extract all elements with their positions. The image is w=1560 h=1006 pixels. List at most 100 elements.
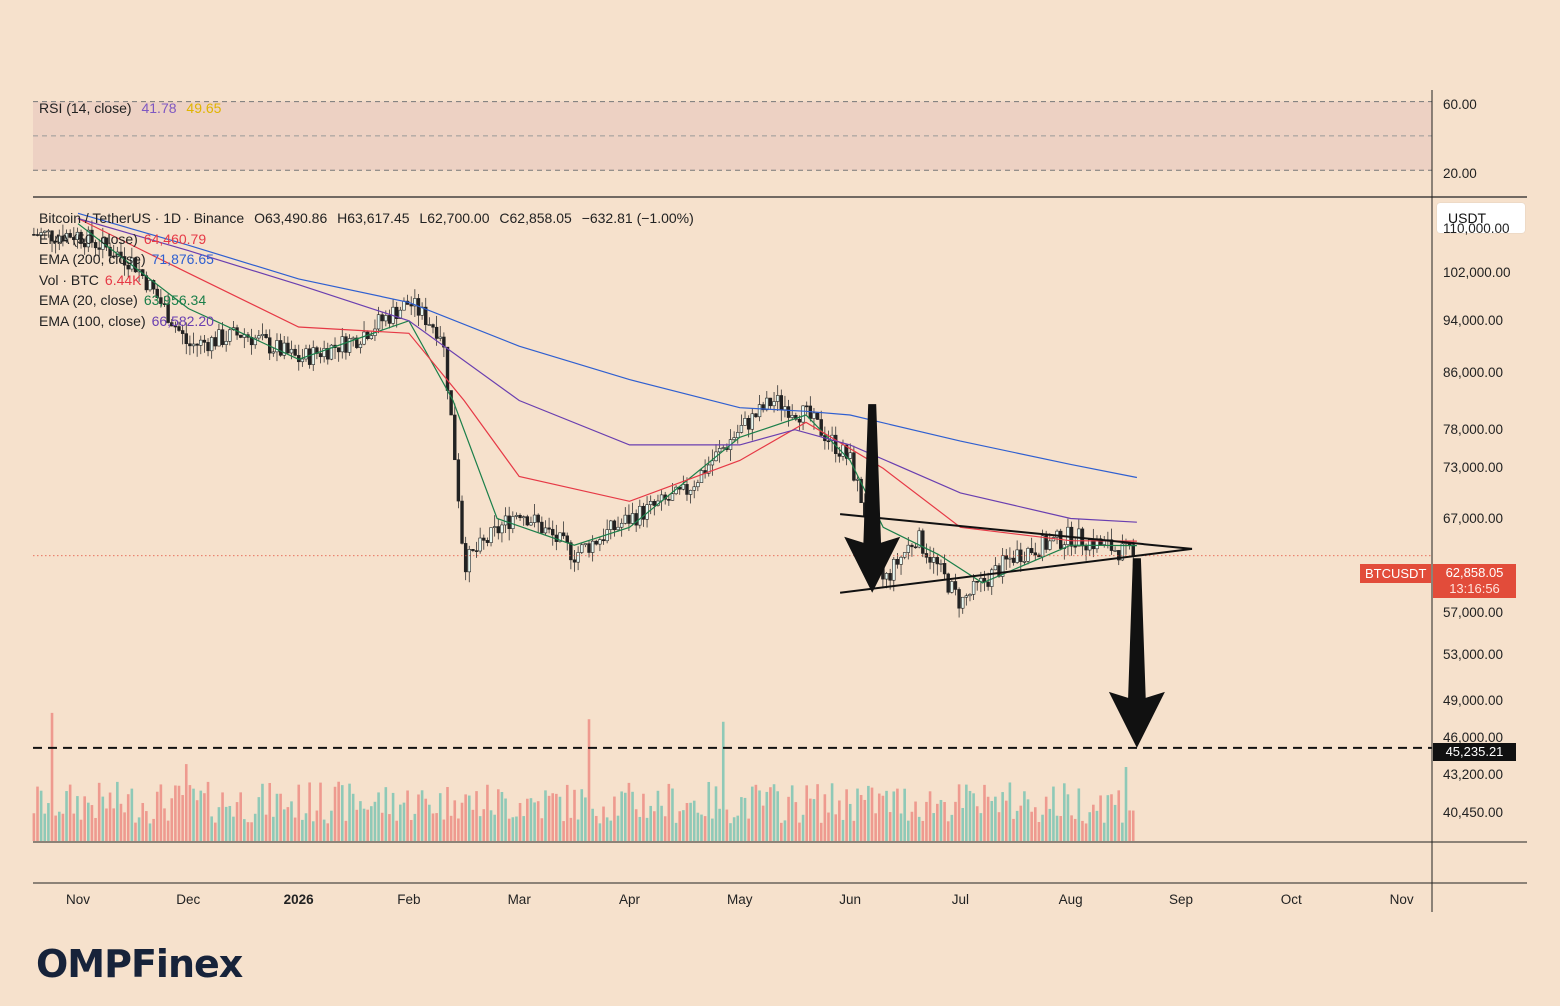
candle-body — [968, 594, 972, 597]
candle-body — [971, 581, 976, 595]
price-tick-label: 40,450.00 — [1443, 805, 1504, 821]
volume-bar — [87, 802, 90, 841]
symbol-tag: BTCUSDT — [1360, 564, 1432, 583]
candle-body — [619, 522, 624, 528]
volume-bar — [264, 814, 268, 841]
price-tick-label: 53,000.00 — [1443, 647, 1504, 663]
price-pane — [32, 212, 1432, 841]
volume-bar — [108, 792, 112, 841]
candle-body — [1131, 544, 1135, 557]
indicator-value: 6.44K — [104, 271, 142, 288]
indicator-ema50[interactable]: EMA (50, close) 64,460.79 — [39, 229, 694, 250]
candle-body — [511, 516, 515, 529]
volume-bar — [413, 813, 417, 841]
candle-body — [688, 489, 693, 495]
rsi-legend: RSI (14, close) 41.78 49.65 — [39, 100, 221, 116]
volume-bar — [627, 782, 631, 841]
volume-bar — [148, 823, 152, 841]
candle-body — [775, 395, 780, 402]
volume-bar — [199, 790, 203, 841]
volume-bar — [932, 813, 935, 841]
candle-body — [257, 335, 261, 339]
candle-body — [580, 544, 584, 553]
indicator-ema100[interactable]: EMA (100, close) 66,582.20 — [39, 311, 694, 332]
candle-body — [801, 405, 805, 423]
volume-bar — [406, 790, 409, 841]
candle-body — [812, 412, 816, 419]
volume-bar — [373, 801, 377, 841]
volume-bar — [507, 818, 511, 841]
volume-bar — [195, 800, 199, 841]
candle-body — [957, 589, 961, 609]
volume-bar — [881, 795, 885, 841]
volume-bar — [482, 809, 486, 841]
volume-bar — [899, 813, 903, 841]
volume-bar — [279, 793, 282, 841]
currency-selector[interactable]: USDT — [1437, 203, 1525, 233]
candle-body — [369, 335, 374, 339]
indicator-volume[interactable]: Vol · BTC 6.44K — [39, 270, 694, 291]
volume-bar — [518, 802, 522, 841]
volume-bar — [515, 816, 518, 841]
candle-body — [884, 573, 889, 580]
candle-body — [275, 340, 279, 353]
volume-bar — [950, 814, 954, 841]
time-tick-label: Feb — [397, 892, 421, 907]
candle-body — [318, 353, 323, 358]
volume-bar — [816, 784, 819, 841]
candle-body — [1113, 550, 1117, 552]
volume-bar — [939, 799, 943, 841]
volume-bar — [841, 819, 845, 841]
candle-body — [587, 543, 591, 553]
volume-bar — [239, 792, 242, 841]
volume-bar — [1106, 795, 1110, 841]
volume-bar — [565, 784, 569, 841]
candle-body — [514, 514, 519, 517]
candle-body — [1033, 552, 1037, 556]
volume-bar — [533, 802, 536, 841]
volume-bar — [297, 784, 301, 841]
volume-bar — [1131, 810, 1135, 841]
volume-bar — [573, 789, 576, 841]
candle-body — [126, 264, 130, 270]
ohlc-open: O63,490.86 — [254, 210, 328, 226]
volume-bar — [616, 815, 620, 841]
candle-body — [202, 339, 207, 343]
volume-bar — [910, 811, 914, 841]
volume-bar — [315, 810, 319, 841]
candle-body — [238, 334, 243, 338]
candle-body — [583, 543, 588, 546]
candle-body — [826, 440, 831, 443]
volume-bar — [906, 820, 910, 841]
volume-bar — [475, 791, 478, 841]
indicator-ema200[interactable]: EMA (200, close) 71,876.65 — [39, 249, 694, 270]
candle-body — [195, 343, 199, 346]
candle-body — [902, 552, 907, 558]
candle-body — [532, 514, 537, 523]
indicator-label: EMA (200, close) — [39, 251, 146, 267]
volume-bar — [206, 781, 210, 841]
volume-bar — [388, 814, 391, 841]
candle-body — [170, 322, 174, 327]
candle-body — [717, 448, 722, 453]
volume-bar — [1026, 799, 1030, 841]
indicator-ema20[interactable]: EMA (20, close) 63,956.34 — [39, 290, 694, 311]
volume-bar — [874, 813, 877, 841]
volume-bar — [290, 801, 293, 841]
time-tick-label: Dec — [176, 892, 201, 907]
volume-bar — [1084, 823, 1088, 841]
volume-bar — [471, 809, 475, 841]
volume-bar — [638, 816, 642, 841]
target-price-tag: 45,235.21 — [1433, 743, 1516, 761]
indicator-value: 66,582.20 — [151, 312, 214, 329]
candle-body — [347, 338, 352, 353]
candle-body — [899, 556, 903, 565]
volume-bar — [536, 801, 540, 841]
candle-body — [1015, 549, 1019, 563]
candle-body — [133, 257, 138, 273]
ema-line — [77, 212, 1138, 479]
volume-bar — [711, 818, 714, 841]
volume-bar — [101, 796, 105, 841]
candle-body — [86, 229, 91, 248]
